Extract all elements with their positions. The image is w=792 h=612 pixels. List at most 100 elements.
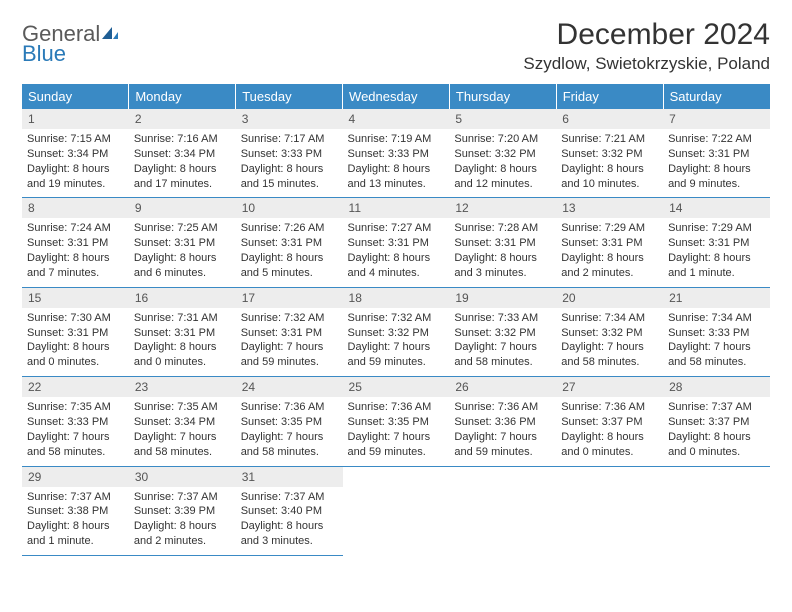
calendar-cell: 13Sunrise: 7:29 AMSunset: 3:31 PMDayligh… (556, 198, 663, 287)
sunset-line: Sunset: 3:33 PM (27, 416, 108, 428)
day-content: Sunrise: 7:35 AMSunset: 3:33 PMDaylight:… (22, 397, 129, 465)
daylight-line: Daylight: 8 hours and 10 minutes. (561, 163, 644, 190)
daylight-line: Daylight: 8 hours and 5 minutes. (241, 252, 324, 279)
day-content: Sunrise: 7:17 AMSunset: 3:33 PMDaylight:… (236, 129, 343, 197)
day-content: Sunrise: 7:27 AMSunset: 3:31 PMDaylight:… (343, 218, 450, 286)
calendar-body: 1 Sunrise: 7:15 AM Sunset: 3:34 PM Daylight… (22, 109, 770, 555)
calendar-cell: 15Sunrise: 7:30 AMSunset: 3:31 PMDayligh… (22, 287, 129, 376)
daylight-line: Daylight: 8 hours and 4 minutes. (348, 252, 431, 279)
sunset-line: Sunset: 3:31 PM (241, 327, 322, 339)
sunset-line: Sunset: 3:34 PM (27, 148, 108, 160)
sunrise-line: Sunrise: 7:36 AM (454, 401, 538, 413)
calendar-cell: 16Sunrise: 7:31 AMSunset: 3:31 PMDayligh… (129, 287, 236, 376)
day-number: 19 (449, 288, 556, 308)
location-text: Szydlow, Swietokrzyskie, Poland (523, 54, 770, 74)
sunset-line: Sunset: 3:32 PM (561, 327, 642, 339)
sunrise-line: Sunrise: 7:30 AM (27, 312, 111, 324)
day-content: Sunrise: 7:35 AMSunset: 3:34 PMDaylight:… (129, 397, 236, 465)
day-content: Sunrise: 7:22 AMSunset: 3:31 PMDaylight:… (663, 129, 770, 197)
calendar-cell: 1 Sunrise: 7:15 AM Sunset: 3:34 PM Daylight… (22, 109, 129, 198)
daylight-line: Daylight: 7 hours and 59 minutes. (348, 431, 431, 458)
day-number: 10 (236, 198, 343, 218)
calendar-cell: 4Sunrise: 7:19 AMSunset: 3:33 PMDaylight… (343, 109, 450, 198)
sunset-line: Sunset: 3:39 PM (134, 505, 215, 517)
day-content: Sunrise: 7:28 AMSunset: 3:31 PMDaylight:… (449, 218, 556, 286)
daylight-line: Daylight: 7 hours and 59 minutes. (348, 341, 431, 368)
month-title: December 2024 (523, 18, 770, 52)
sunrise-line: Sunrise: 7:16 AM (134, 133, 218, 145)
sunset-line: Sunset: 3:36 PM (454, 416, 535, 428)
sunrise-line: Sunrise: 7:35 AM (134, 401, 218, 413)
day-content: Sunrise: 7:21 AM Sunset: 3:32 PM Daylight:… (556, 129, 663, 197)
daylight-line: Daylight: 8 hours and 7 minutes. (27, 252, 110, 279)
sunrise-line: Sunrise: 7:32 AM (241, 312, 325, 324)
day-number: 8 (22, 198, 129, 218)
day-number: 25 (343, 377, 450, 397)
sunrise-line: Sunrise: 7:36 AM (561, 401, 645, 413)
logo-text: General Blue (22, 24, 120, 64)
sunset-line: Sunset: 3:32 PM (348, 327, 429, 339)
calendar-cell: 11Sunrise: 7:27 AMSunset: 3:31 PMDayligh… (343, 198, 450, 287)
calendar-cell: 2Sunrise: 7:16 AMSunset: 3:34 PMDaylight… (129, 109, 236, 198)
calendar-cell: 30Sunrise: 7:37 AMSunset: 3:39 PMDayligh… (129, 466, 236, 555)
daylight-line: Daylight: 8 hours and 2 minutes. (134, 520, 217, 547)
day-content: Sunrise: 7:29 AMSunset: 3:31 PMDaylight:… (663, 218, 770, 286)
calendar-week-row: 1 Sunrise: 7:15 AM Sunset: 3:34 PM Daylight… (22, 109, 770, 198)
day-content: Sunrise: 7:19 AMSunset: 3:33 PMDaylight:… (343, 129, 450, 197)
day-number: 15 (22, 288, 129, 308)
day-content: Sunrise: 7:37 AMSunset: 3:37 PMDaylight:… (663, 397, 770, 465)
sunrise-line: Sunrise: 7:21 AM (561, 133, 645, 145)
calendar-cell: 26Sunrise: 7:36 AMSunset: 3:36 PMDayligh… (449, 377, 556, 466)
sunset-line: Sunset: 3:31 PM (348, 237, 429, 249)
daylight-line: Daylight: 8 hours and 19 minutes. (27, 163, 110, 190)
calendar-cell: 22Sunrise: 7:35 AMSunset: 3:33 PMDayligh… (22, 377, 129, 466)
day-content: Sunrise: 7:32 AM Sunset: 3:31 PM Daylight:… (236, 308, 343, 376)
sunset-line: Sunset: 3:34 PM (134, 148, 215, 160)
sunrise-line: Sunrise: 7:37 AM (241, 491, 325, 503)
calendar-cell: 20Sunrise: 7:34 AMSunset: 3:32 PMDayligh… (556, 287, 663, 376)
calendar-cell: 25Sunrise: 7:36 AMSunset: 3:35 PMDayligh… (343, 377, 450, 466)
daylight-line: Daylight: 8 hours and 17 minutes. (134, 163, 217, 190)
day-number: 6 (556, 109, 663, 129)
day-content: Sunrise: 7:36 AMSunset: 3:35 PMDaylight:… (236, 397, 343, 465)
sunset-line: Sunset: 3:33 PM (241, 148, 322, 160)
weekday-header: Monday (129, 84, 236, 109)
daylight-line: Daylight: 8 hours and 12 minutes. (454, 163, 537, 190)
daylight-line: Daylight: 8 hours and 0 minutes. (668, 431, 751, 458)
calendar-cell (449, 466, 556, 555)
day-content: Sunrise: 7:32 AMSunset: 3:32 PMDaylight:… (343, 308, 450, 376)
sunrise-line: Sunrise: 7:31 AM (134, 312, 218, 324)
day-number: 1 (22, 109, 129, 129)
sunrise-line: Sunrise: 7:15 AM (27, 133, 111, 145)
calendar-cell: 9Sunrise: 7:25 AMSunset: 3:31 PMDaylight… (129, 198, 236, 287)
daylight-line: Daylight: 8 hours and 3 minutes. (241, 520, 324, 547)
weekday-header: Thursday (449, 84, 556, 109)
day-number: 4 (343, 109, 450, 129)
sunset-line: Sunset: 3:32 PM (561, 148, 642, 160)
logo-word-blue: Blue (22, 41, 66, 66)
day-number: 28 (663, 377, 770, 397)
day-number: 14 (663, 198, 770, 218)
day-number: 13 (556, 198, 663, 218)
calendar-cell: 6 Sunrise: 7:21 AM Sunset: 3:32 PM Daylight… (556, 109, 663, 198)
sunrise-line: Sunrise: 7:22 AM (668, 133, 752, 145)
daylight-line: Daylight: 7 hours and 58 minutes. (134, 431, 217, 458)
day-number: 9 (129, 198, 236, 218)
day-content: Sunrise: 7:24 AMSunset: 3:31 PMDaylight:… (22, 218, 129, 286)
day-content: Sunrise: 7:20 AMSunset: 3:32 PMDaylight:… (449, 129, 556, 197)
day-content: Sunrise: 7:31 AMSunset: 3:31 PMDaylight:… (129, 308, 236, 376)
calendar-cell: 14Sunrise: 7:29 AMSunset: 3:31 PMDayligh… (663, 198, 770, 287)
calendar-cell: 21Sunrise: 7:34 AMSunset: 3:33 PMDayligh… (663, 287, 770, 376)
day-number: 30 (129, 467, 236, 487)
logo: General Blue (22, 18, 120, 64)
sunset-line: Sunset: 3:33 PM (668, 327, 749, 339)
calendar-cell: 24Sunrise: 7:36 AMSunset: 3:35 PMDayligh… (236, 377, 343, 466)
day-number: 20 (556, 288, 663, 308)
day-number: 26 (449, 377, 556, 397)
daylight-line: Daylight: 7 hours and 58 minutes. (668, 341, 751, 368)
calendar-cell: 29Sunrise: 7:37 AMSunset: 3:38 PMDayligh… (22, 466, 129, 555)
day-number: 17 (236, 288, 343, 308)
daylight-line: Daylight: 7 hours and 59 minutes. (241, 341, 324, 368)
day-content: Sunrise: 7:37 AMSunset: 3:40 PMDaylight:… (236, 487, 343, 555)
day-content: Sunrise: 7:29 AMSunset: 3:31 PMDaylight:… (556, 218, 663, 286)
